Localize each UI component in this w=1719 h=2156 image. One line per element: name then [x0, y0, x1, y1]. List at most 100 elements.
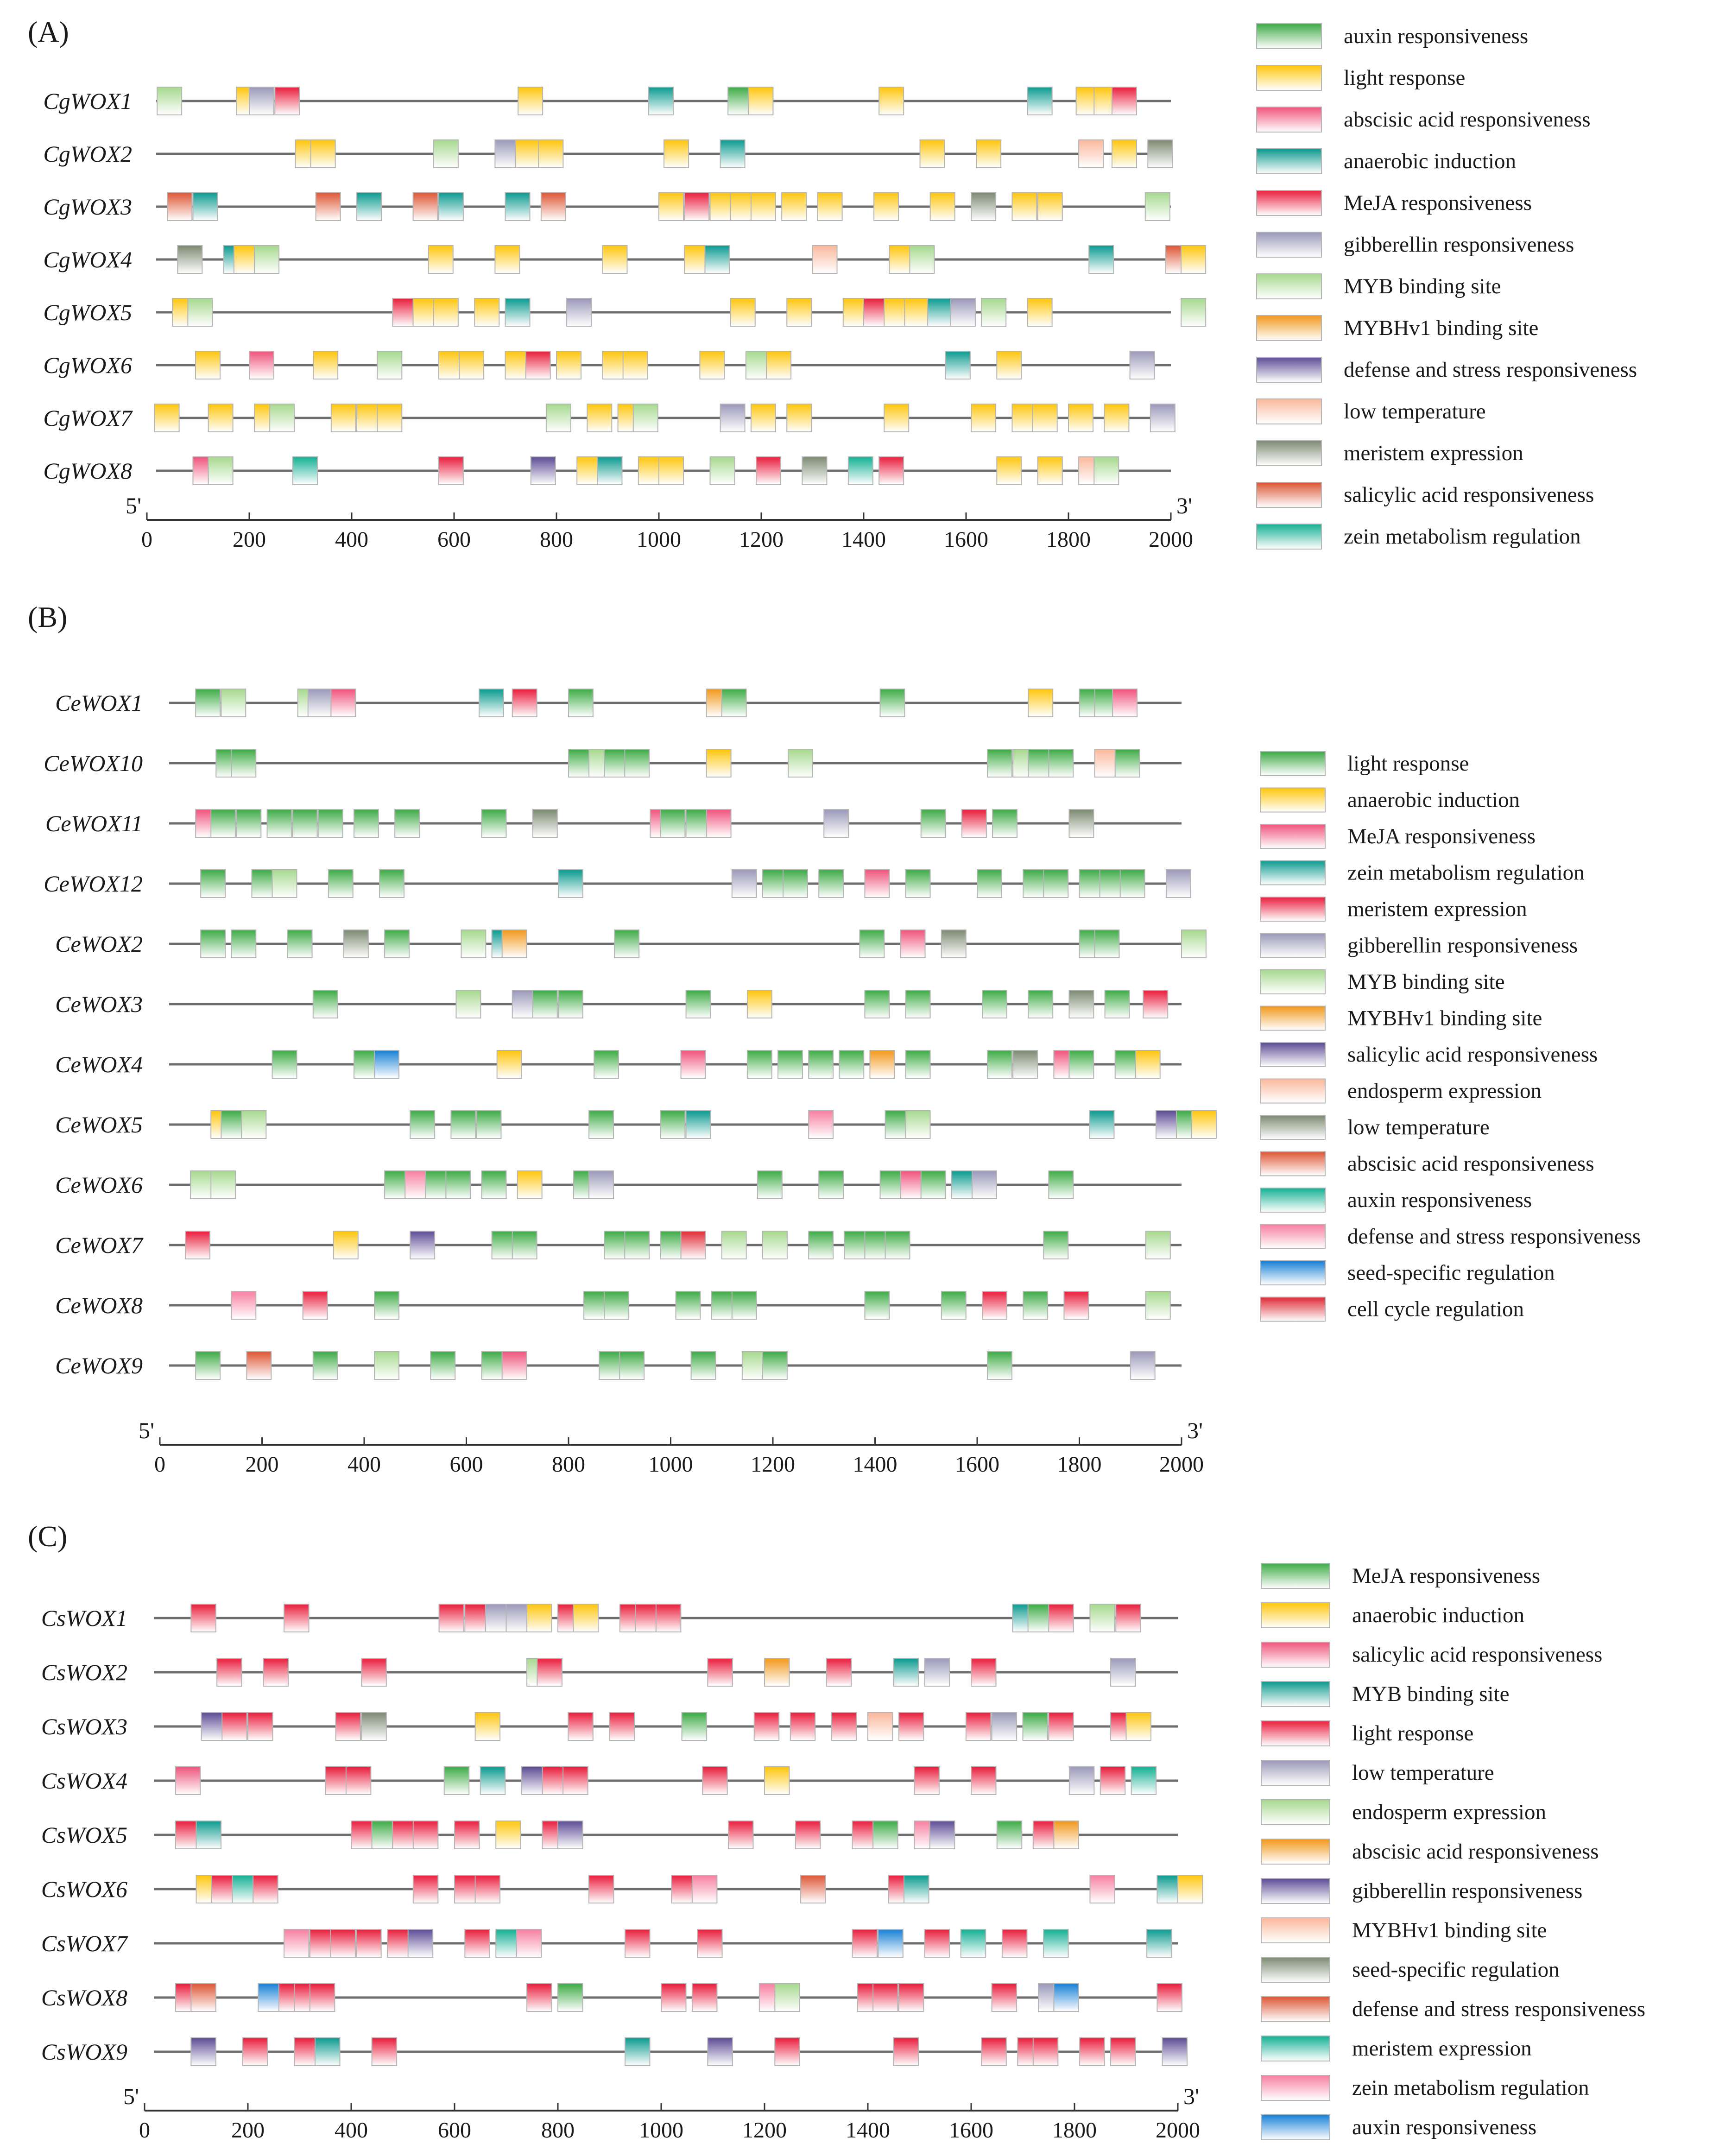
cis-element-box: light response [1032, 2037, 1059, 2066]
cis-element-box: light response [512, 1231, 537, 1259]
cis-element-box: meristem expression [960, 1929, 986, 1958]
cis-element-box: light response [195, 1351, 221, 1380]
cis-element-box: light response [588, 1875, 614, 1903]
cis-element-box: light response [200, 869, 226, 898]
legend-swatch [1256, 524, 1322, 550]
five-prime-label: 5' [126, 493, 141, 518]
legend-label: meristem expression [1347, 897, 1527, 921]
legend-item: defense and stress responsiveness [1260, 1224, 1641, 1249]
cis-element-box: light response [253, 1875, 278, 1903]
cis-element-box: MYB binding site [721, 1231, 747, 1259]
cis-element-box: light response [454, 1821, 480, 1849]
cis-element-box: light response [731, 1291, 757, 1320]
tick-label: 800 [540, 527, 573, 552]
gene-row: CeWOX1light responseMYB binding siteMYB … [55, 689, 1182, 717]
legend-item: cell cycle regulation [1260, 1296, 1524, 1322]
cis-element-box: MeJA responsiveness [681, 1712, 708, 1741]
panel-c: (C)CsWOX1light responselight responselig… [28, 1520, 1645, 2143]
legend-swatch [1256, 315, 1322, 341]
cis-element-box: light response [464, 1929, 490, 1958]
cis-element-box: anaerobic induction [704, 245, 730, 274]
gene-row: CsWOX7 zein metabolism regulation light re… [41, 1929, 1178, 1958]
cis-element-box: light response [981, 2037, 1007, 2066]
cis-element-box: light response [284, 1604, 310, 1632]
legend-item: endosperm expression [1260, 1078, 1542, 1104]
legend-label: MYB binding site [1344, 274, 1501, 298]
cis-element-box: light response [721, 689, 747, 717]
gene-label: CsWOX8 [41, 1985, 127, 2011]
legend-swatch [1261, 1839, 1330, 1865]
legend-label: zein metabolism regulation [1344, 525, 1581, 549]
cis-element-box: light response [622, 351, 648, 379]
cis-element-box: MYBHv1 binding site [867, 1712, 893, 1741]
panel-b: (B) CeWOX1 light response MYB binding site M… [28, 601, 1641, 1477]
cis-element-box: light response [818, 1170, 844, 1199]
cis-element-box: light response [353, 809, 379, 838]
gene-label: CeWOX12 [44, 871, 143, 897]
cis-element-box: light response [929, 192, 955, 221]
legend-label: light response [1344, 66, 1465, 90]
legend-swatch [1260, 1078, 1326, 1104]
five-prime-label: 5' [123, 2083, 139, 2109]
legend-label: meristem expression [1344, 441, 1523, 465]
legend-item: MYBHv1 binding site [1260, 1005, 1542, 1031]
cis-element-box: MYB binding site [981, 298, 1007, 327]
cis-element-box: light response [777, 1050, 803, 1079]
cis-element-box: light response [604, 1291, 630, 1320]
gene-label: CeWOX7 [55, 1232, 144, 1258]
cis-element-box: MYB binding site [455, 990, 481, 1018]
legend-label: MeJA responsiveness [1352, 1564, 1540, 1588]
cis-element-box: light response [702, 1766, 728, 1795]
gene-label: CgWOX7 [43, 405, 133, 431]
cis-element-box: gibberellin responsiveness [190, 2037, 216, 2066]
cis-element-box: light response [609, 1712, 635, 1741]
tick-label: 1800 [1046, 527, 1091, 552]
cis-element-box: light response [292, 809, 318, 838]
legend-label: zein metabolism regulation [1352, 2076, 1589, 2100]
legend-label: anaerobic induction [1347, 788, 1520, 812]
legend-item: salicylic acid responsiveness [1256, 482, 1594, 508]
cis-element-box: meristem expression [1063, 1291, 1089, 1320]
legend-swatch [1260, 824, 1326, 849]
legend-item: light response [1256, 65, 1465, 91]
cis-element-box: light response [748, 87, 774, 115]
cis-element-box: light response [864, 990, 890, 1018]
cis-element-box: gibberellin responsiveness [720, 404, 746, 432]
legend-item: anaerobic induction [1260, 787, 1520, 813]
legend-item: salicylic acid responsiveness [1260, 1042, 1598, 1067]
tick-label: 0 [141, 527, 152, 552]
cis-element-box: light response [1111, 139, 1137, 168]
legend-swatch [1260, 860, 1326, 885]
gene-label: CsWOX6 [41, 1876, 127, 1902]
legend-item: abscisic acid responsiveness [1256, 107, 1591, 133]
cis-element-box: light response [879, 689, 905, 717]
legend-item: defense and stress responsiveness [1261, 1996, 1645, 2022]
cis-element-box: light response [1027, 298, 1053, 327]
cis-element-box: light response [450, 1110, 476, 1139]
cis-element-box: light response [781, 192, 807, 221]
legend-label: gibberellin responsiveness [1352, 1879, 1582, 1903]
tick-label: 1600 [955, 1452, 999, 1477]
cis-element-box: light response [330, 404, 356, 432]
legend-item: abscisic acid responsiveness [1261, 1839, 1599, 1865]
cis-element-box: gibberellin responsiveness [707, 2037, 733, 2066]
cis-element-box: light response [195, 689, 221, 717]
legend-item: MeJA responsiveness [1261, 1563, 1540, 1589]
gene-row: CeWOX10 light response light response light… [44, 749, 1182, 778]
legend-item: MeJA responsiveness [1260, 824, 1536, 849]
legend-label: abscisic acid responsiveness [1352, 1840, 1599, 1864]
tick-label: 1600 [949, 2118, 993, 2143]
cis-element-box: light response [210, 809, 236, 838]
cis-element-box: low temperature [991, 1712, 1017, 1741]
cis-element-box: MYB binding site [461, 929, 487, 958]
cis-element-box: light response [1032, 404, 1058, 432]
cis-element-box: meristem expression [982, 1291, 1007, 1320]
cis-element-box: light response [690, 1351, 716, 1380]
cis-element-box: light response [795, 1821, 821, 1849]
cis-element-box: light response [242, 2037, 268, 2066]
cis-element-box: meristem expression [1147, 139, 1173, 168]
cis-element-box: light response [445, 1170, 471, 1199]
cis-element-box: anaerobic induction [356, 192, 382, 221]
tick-label: 2000 [1159, 1452, 1204, 1477]
